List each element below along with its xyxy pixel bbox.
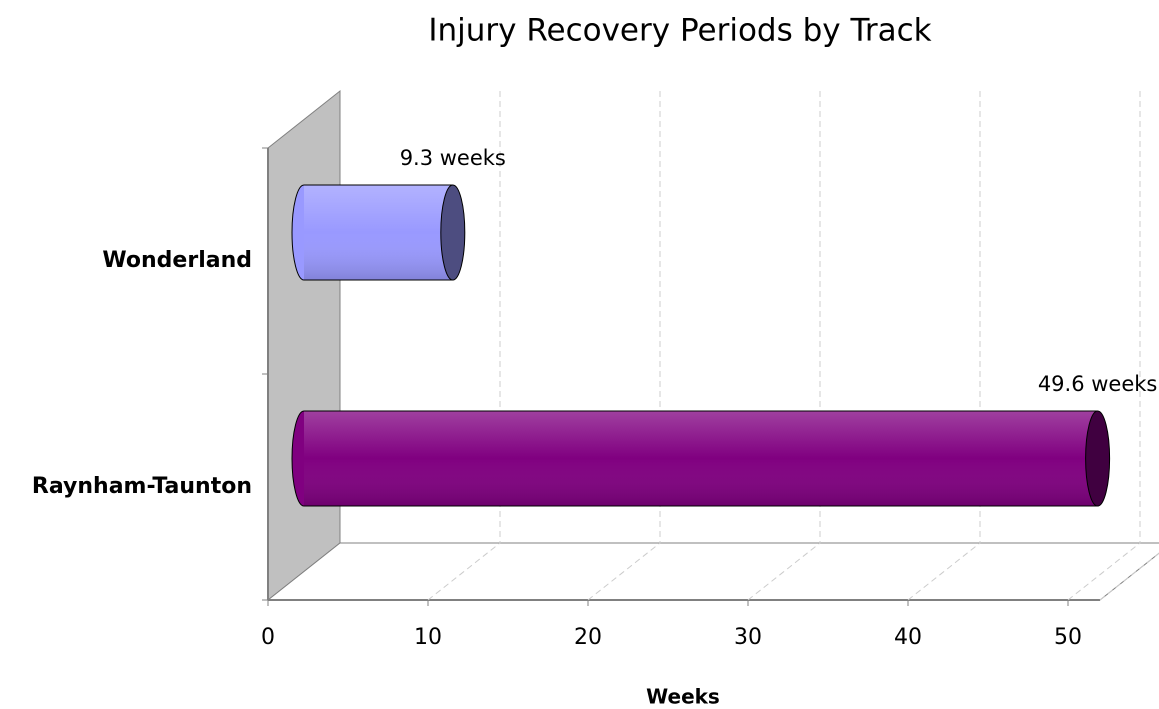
- x-tick-label: 20: [574, 625, 602, 650]
- x-tick-label: 40: [894, 625, 922, 650]
- grid-line: [587, 542, 661, 601]
- bar-shade: [304, 185, 453, 280]
- y-tick-label: Wonderland: [102, 248, 252, 273]
- y-tick-label: Raynham-Taunton: [32, 474, 252, 499]
- data-label: 49.6 weeks: [1038, 372, 1158, 396]
- bar-cap: [1085, 410, 1111, 507]
- grid-line: [1067, 542, 1141, 601]
- grid-line: [427, 542, 501, 601]
- grid-end: [1099, 552, 1159, 601]
- bar-shade: [304, 411, 1098, 506]
- x-tick-label: 10: [414, 625, 442, 650]
- bar-cap: [440, 184, 466, 281]
- chart-title: Injury Recovery Periods by Track: [428, 13, 931, 49]
- x-tick-label: 30: [734, 625, 762, 650]
- floor: [266, 542, 1159, 601]
- grid-line: [747, 542, 821, 601]
- x-tick-label: 0: [261, 625, 275, 650]
- side-wall: [267, 89, 341, 602]
- x-tick-label: 50: [1054, 625, 1082, 650]
- data-label: 9.3 weeks: [400, 146, 506, 170]
- x-axis-label: Weeks: [646, 685, 720, 709]
- grid-line: [907, 542, 981, 601]
